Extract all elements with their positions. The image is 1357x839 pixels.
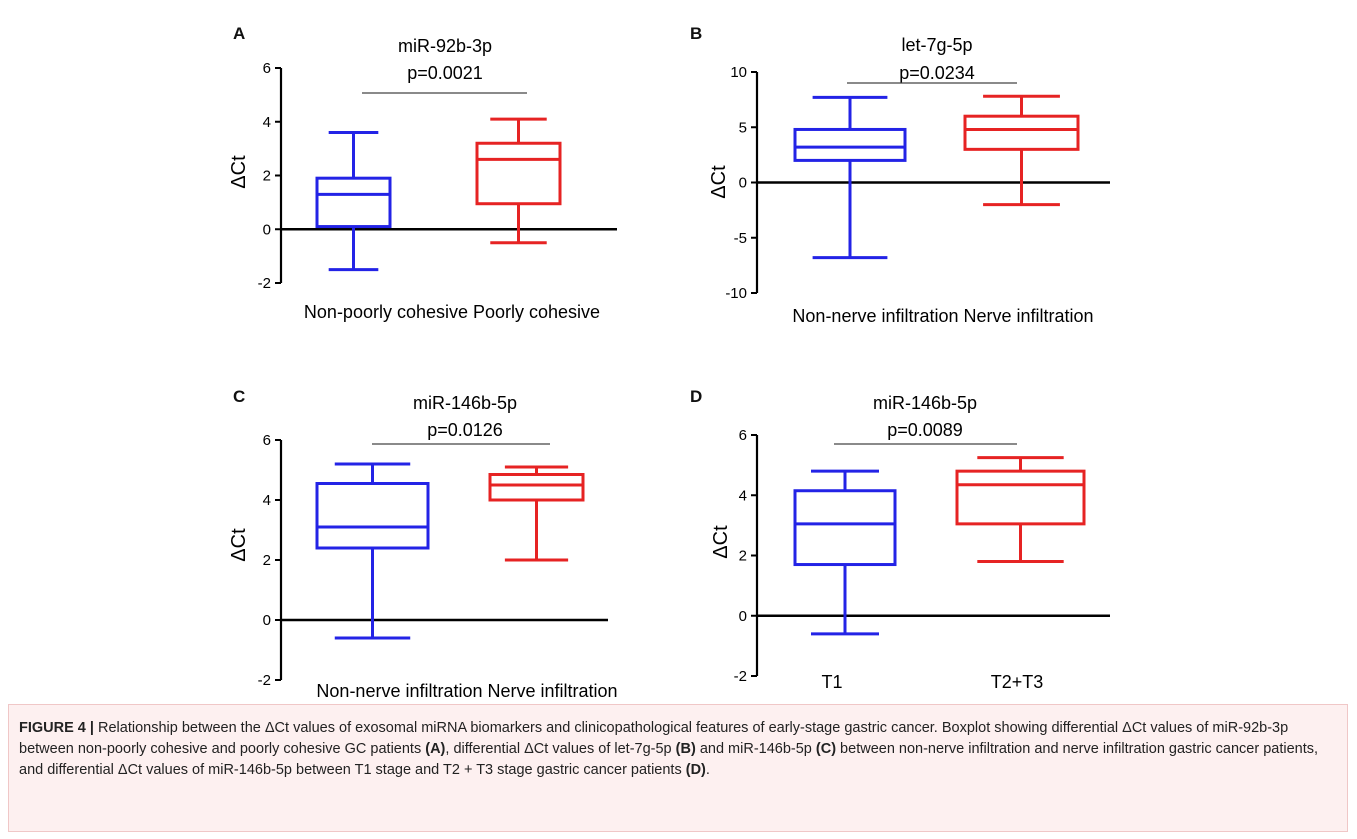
y-tick-label: 0 <box>263 612 271 629</box>
panel-letter: A <box>233 24 246 43</box>
caption-text: Relationship between the ΔCt values of e… <box>19 720 1318 778</box>
y-tick-label: 6 <box>263 432 271 449</box>
panel-letter: B <box>690 24 703 43</box>
y-axis-label: ΔCt <box>710 525 732 559</box>
y-tick-label: 0 <box>263 221 271 238</box>
iqr-box <box>315 482 430 550</box>
y-tick-label: 5 <box>739 119 747 136</box>
y-tick-label: 2 <box>263 168 271 185</box>
y-tick-label: 0 <box>739 608 747 625</box>
y-tick-label: 4 <box>263 114 271 131</box>
caption-segment: between non-nerve infiltration and nerve… <box>19 741 1319 778</box>
y-tick-label: 2 <box>263 552 271 569</box>
caption-segment: Relationship between the ΔCt values of e… <box>19 720 1289 757</box>
panel-letter: C <box>233 387 246 406</box>
chart-title: miR-146b-5p <box>873 393 977 413</box>
iqr-box <box>488 473 585 502</box>
p-value: p=0.0021 <box>407 63 483 83</box>
caption-segment: , differential ΔCt values of let-7g-5p <box>445 741 676 757</box>
caption-segment: . <box>705 762 710 778</box>
boxplot-d: -2 0 2 4 6 miR-146b-5p p=0.0089 ΔCt T1 T2+T3 <box>710 393 1110 692</box>
y-axis-label: ΔCt <box>228 155 250 189</box>
p-value: p=0.0089 <box>887 420 963 440</box>
y-tick-label: -2 <box>734 668 747 685</box>
y-axis-label: ΔCt <box>708 165 730 199</box>
y-tick-label: 6 <box>739 427 747 444</box>
x-axis-label: Non-nerve infiltration Nerve infiltratio… <box>316 681 617 701</box>
boxplot-c: -2 0 2 4 6 miR-146b-5p p=0.0126 ΔCt Non-nerve in… <box>228 393 618 701</box>
y-tick-label: 4 <box>263 492 271 509</box>
y-tick-label: 6 <box>263 60 271 77</box>
caption-segment: and miR-146b-5p <box>695 741 816 757</box>
panel-letter: D <box>690 387 703 406</box>
iqr-box <box>315 176 392 229</box>
figure-label: FIGURE 4 | <box>19 720 94 736</box>
y-tick-label: -2 <box>258 275 271 292</box>
category-label: T1 <box>821 672 842 692</box>
iqr-box <box>793 489 897 567</box>
p-value: p=0.0126 <box>427 420 503 440</box>
iqr-box <box>475 141 562 206</box>
y-tick-label: -2 <box>258 672 271 689</box>
y-tick-label: -10 <box>725 285 747 302</box>
p-value: p=0.0234 <box>899 63 975 83</box>
y-tick-label: 0 <box>739 175 747 192</box>
iqr-box <box>963 114 1080 151</box>
boxplot-a: -2 0 2 4 6 miR-92b-3p p=0.0021 ΔCt Non-poorly co… <box>228 36 617 322</box>
caption-panel-ref: (D) <box>685 762 706 778</box>
iqr-box <box>955 469 1086 526</box>
x-axis-label: Non-nerve infiltration Nerve infiltratio… <box>792 306 1093 326</box>
caption-box: FIGURE 4 | Relationship between the ΔCt … <box>8 704 1348 832</box>
figure-caption: FIGURE 4 | Relationship between the ΔCt … <box>19 718 1335 781</box>
category-label: T2+T3 <box>991 672 1044 692</box>
y-tick-label: 10 <box>730 64 747 81</box>
caption-panel-ref: (C) <box>815 741 837 757</box>
chart-title: miR-146b-5p <box>413 393 517 413</box>
boxplot-b: -10 -5 0 5 10 let-7g-5p p=0.0234 ΔCt Non-nerve i… <box>708 35 1110 326</box>
y-tick-label: 4 <box>739 487 747 504</box>
chart-title: miR-92b-3p <box>398 36 492 56</box>
y-axis-label: ΔCt <box>228 528 250 562</box>
caption-panel-ref: (A) <box>425 741 446 757</box>
x-axis-label: Non-poorly cohesive Poorly cohesive <box>304 302 600 322</box>
iqr-box <box>793 127 907 162</box>
caption-panel-ref: (B) <box>675 741 696 757</box>
y-tick-label: 2 <box>739 548 747 565</box>
chart-title: let-7g-5p <box>901 35 972 55</box>
y-tick-label: -5 <box>734 230 747 247</box>
